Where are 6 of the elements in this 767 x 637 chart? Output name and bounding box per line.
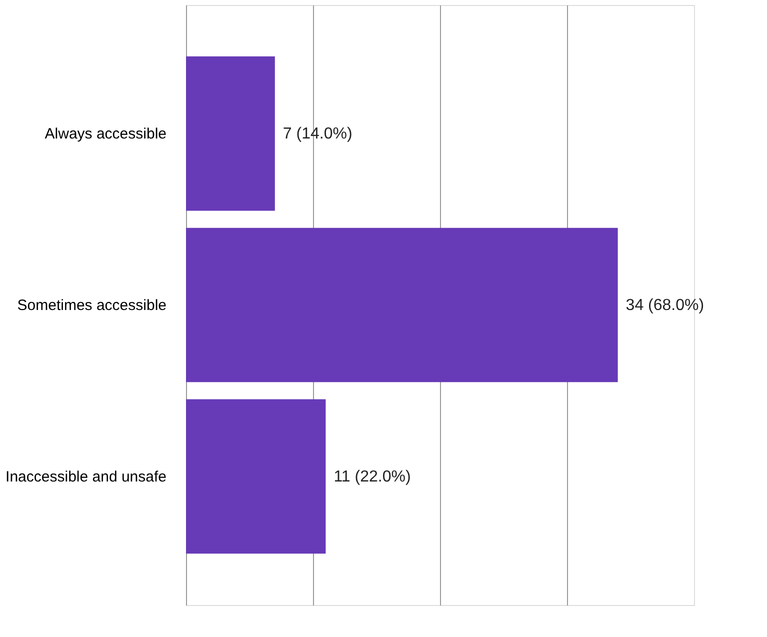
data-label: 11 (22.0%) (334, 468, 411, 486)
data-label: 34 (68.0%) (626, 297, 704, 314)
y-tick-label: Inaccessible and unsafe (6, 468, 166, 486)
y-tick-label: Always accessible (44, 126, 166, 143)
data-label: 7 (14.0%) (282, 126, 352, 143)
y-tick-label: Sometimes accessible (17, 297, 166, 314)
